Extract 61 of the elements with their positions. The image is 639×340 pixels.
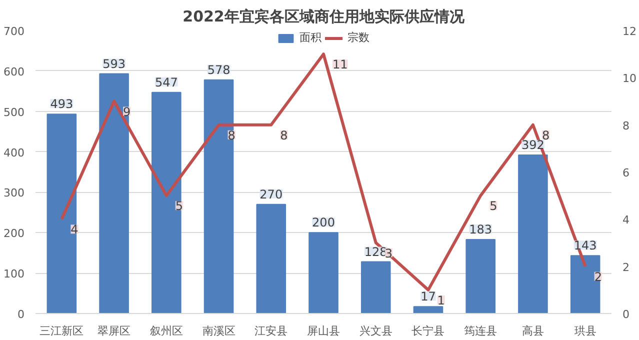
- y2-tick-label: 4: [622, 214, 630, 227]
- data-label: 1: [437, 293, 445, 308]
- y-tick-label: 500: [4, 106, 25, 119]
- x-tick-label: 筠连县: [464, 324, 498, 338]
- chart-title: 2022年宜宾各区域商住用地实际供应情况: [182, 8, 466, 26]
- data-label: 11: [332, 58, 348, 72]
- x-tick-label: 屏山县: [307, 324, 340, 338]
- bar: [413, 306, 444, 314]
- x-tick-label: 叙州区: [150, 324, 183, 338]
- data-label: 2: [594, 270, 602, 284]
- data-label: 5: [490, 199, 498, 214]
- x-tick-label: 兴文县: [359, 324, 392, 338]
- bar: [46, 114, 77, 314]
- data-label: 578: [207, 62, 230, 77]
- data-label: 183: [469, 222, 492, 237]
- y2-tick-label: 10: [622, 72, 636, 86]
- y-tick-label: 200: [4, 227, 25, 240]
- data-label: 547: [154, 75, 178, 90]
- data-label: 392: [522, 138, 544, 152]
- bar: [308, 232, 338, 314]
- data-label: 17: [420, 290, 436, 304]
- data-label: 8: [228, 128, 236, 142]
- bar: [466, 239, 496, 314]
- data-label: 3: [384, 246, 393, 260]
- x-tick-label: 江安县: [254, 324, 288, 338]
- y-tick-label: 300: [4, 186, 25, 200]
- x-tick-label: 南溪区: [202, 324, 236, 338]
- legend-label: 面积: [300, 30, 322, 45]
- legend-label: 宗数: [348, 30, 370, 45]
- data-label: 9: [123, 104, 131, 119]
- bar: [152, 92, 182, 314]
- y-tick-label: 400: [4, 146, 25, 160]
- data-label: 143: [574, 238, 597, 253]
- y-tick-label: 0: [18, 308, 24, 321]
- y2-tick-label: 12: [622, 25, 636, 38]
- x-tick-label: 珙县: [574, 324, 596, 338]
- x-tick-label: 长宁县: [412, 324, 445, 338]
- y2-tick-label: 2: [622, 260, 630, 274]
- bar: [360, 261, 391, 314]
- data-label: 593: [102, 56, 126, 71]
- data-label: 8: [280, 128, 288, 142]
- y2-tick-label: 8: [622, 119, 630, 132]
- bar: [570, 255, 600, 314]
- x-tick-label: 翠屏区: [98, 324, 131, 338]
- y2-tick-label: 6: [622, 166, 630, 180]
- y-tick-label: 100: [4, 268, 25, 281]
- data-label: 493: [50, 97, 74, 112]
- y-tick-label: 600: [4, 65, 25, 78]
- bar: [256, 204, 286, 314]
- x-tick-label: 三江新区: [40, 324, 84, 338]
- data-label: 270: [260, 187, 283, 202]
- data-label: 5: [175, 199, 184, 214]
- y2-tick-label: 0: [622, 308, 630, 321]
- x-tick-label: 高县: [522, 324, 544, 338]
- bar: [518, 154, 548, 314]
- data-label: 4: [70, 222, 78, 237]
- bar: [99, 73, 129, 314]
- bar: [204, 79, 234, 314]
- y-tick-label: 700: [4, 25, 25, 38]
- data-label: 200: [312, 216, 335, 230]
- data-label: 8: [542, 128, 550, 142]
